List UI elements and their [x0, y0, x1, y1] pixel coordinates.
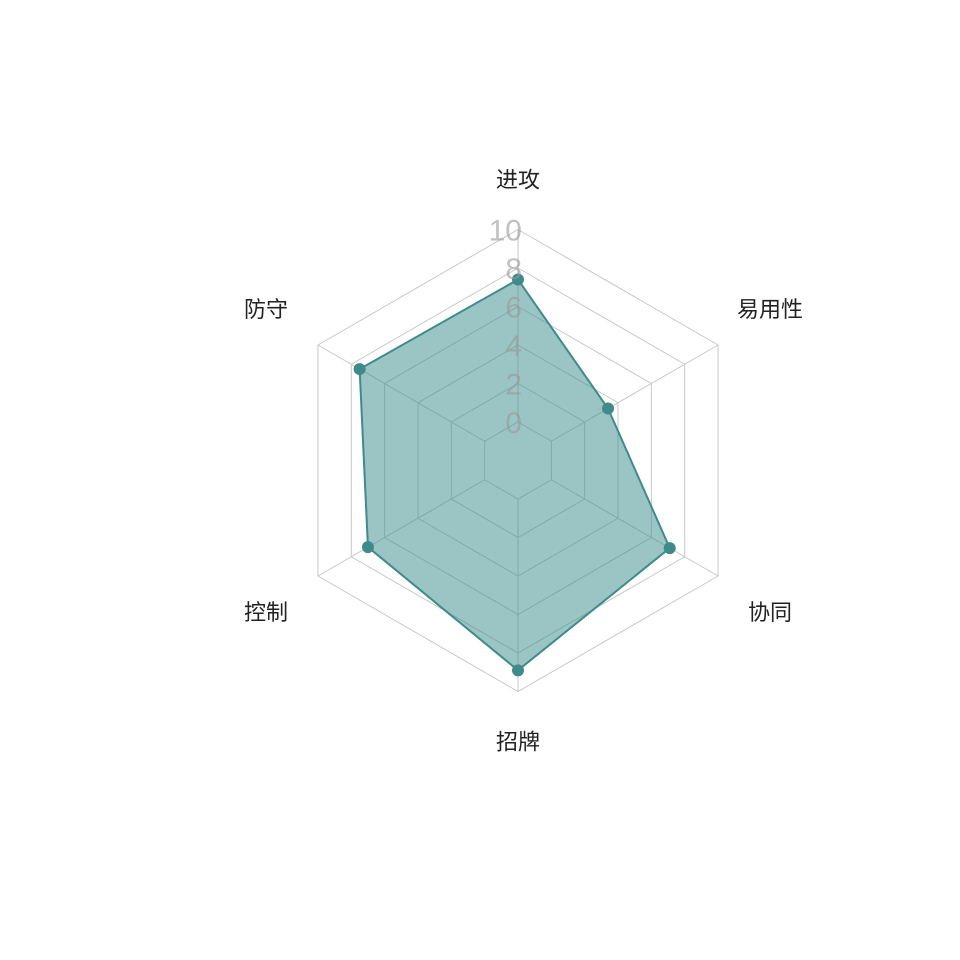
axis-label: 协同: [748, 601, 792, 626]
tick-label: 8: [505, 253, 522, 286]
data-point-3: [512, 664, 524, 677]
data-point-0: [512, 273, 524, 286]
data-point-1: [602, 402, 615, 415]
data-point-2: [663, 542, 676, 555]
axis-label: 防守: [244, 298, 288, 323]
tick-label: 0: [505, 407, 522, 440]
tick-label: 10: [489, 215, 522, 248]
tick-label: 4: [505, 330, 522, 363]
axis-label: 进攻: [496, 169, 540, 194]
tick-label: 2: [505, 369, 522, 402]
axis-label: 易用性: [737, 298, 803, 323]
axis-label: 控制: [244, 601, 288, 626]
data-point-5: [353, 363, 366, 376]
axis-label: 招牌: [496, 731, 540, 756]
data-point-4: [361, 541, 374, 554]
tick-label: 6: [505, 292, 522, 325]
